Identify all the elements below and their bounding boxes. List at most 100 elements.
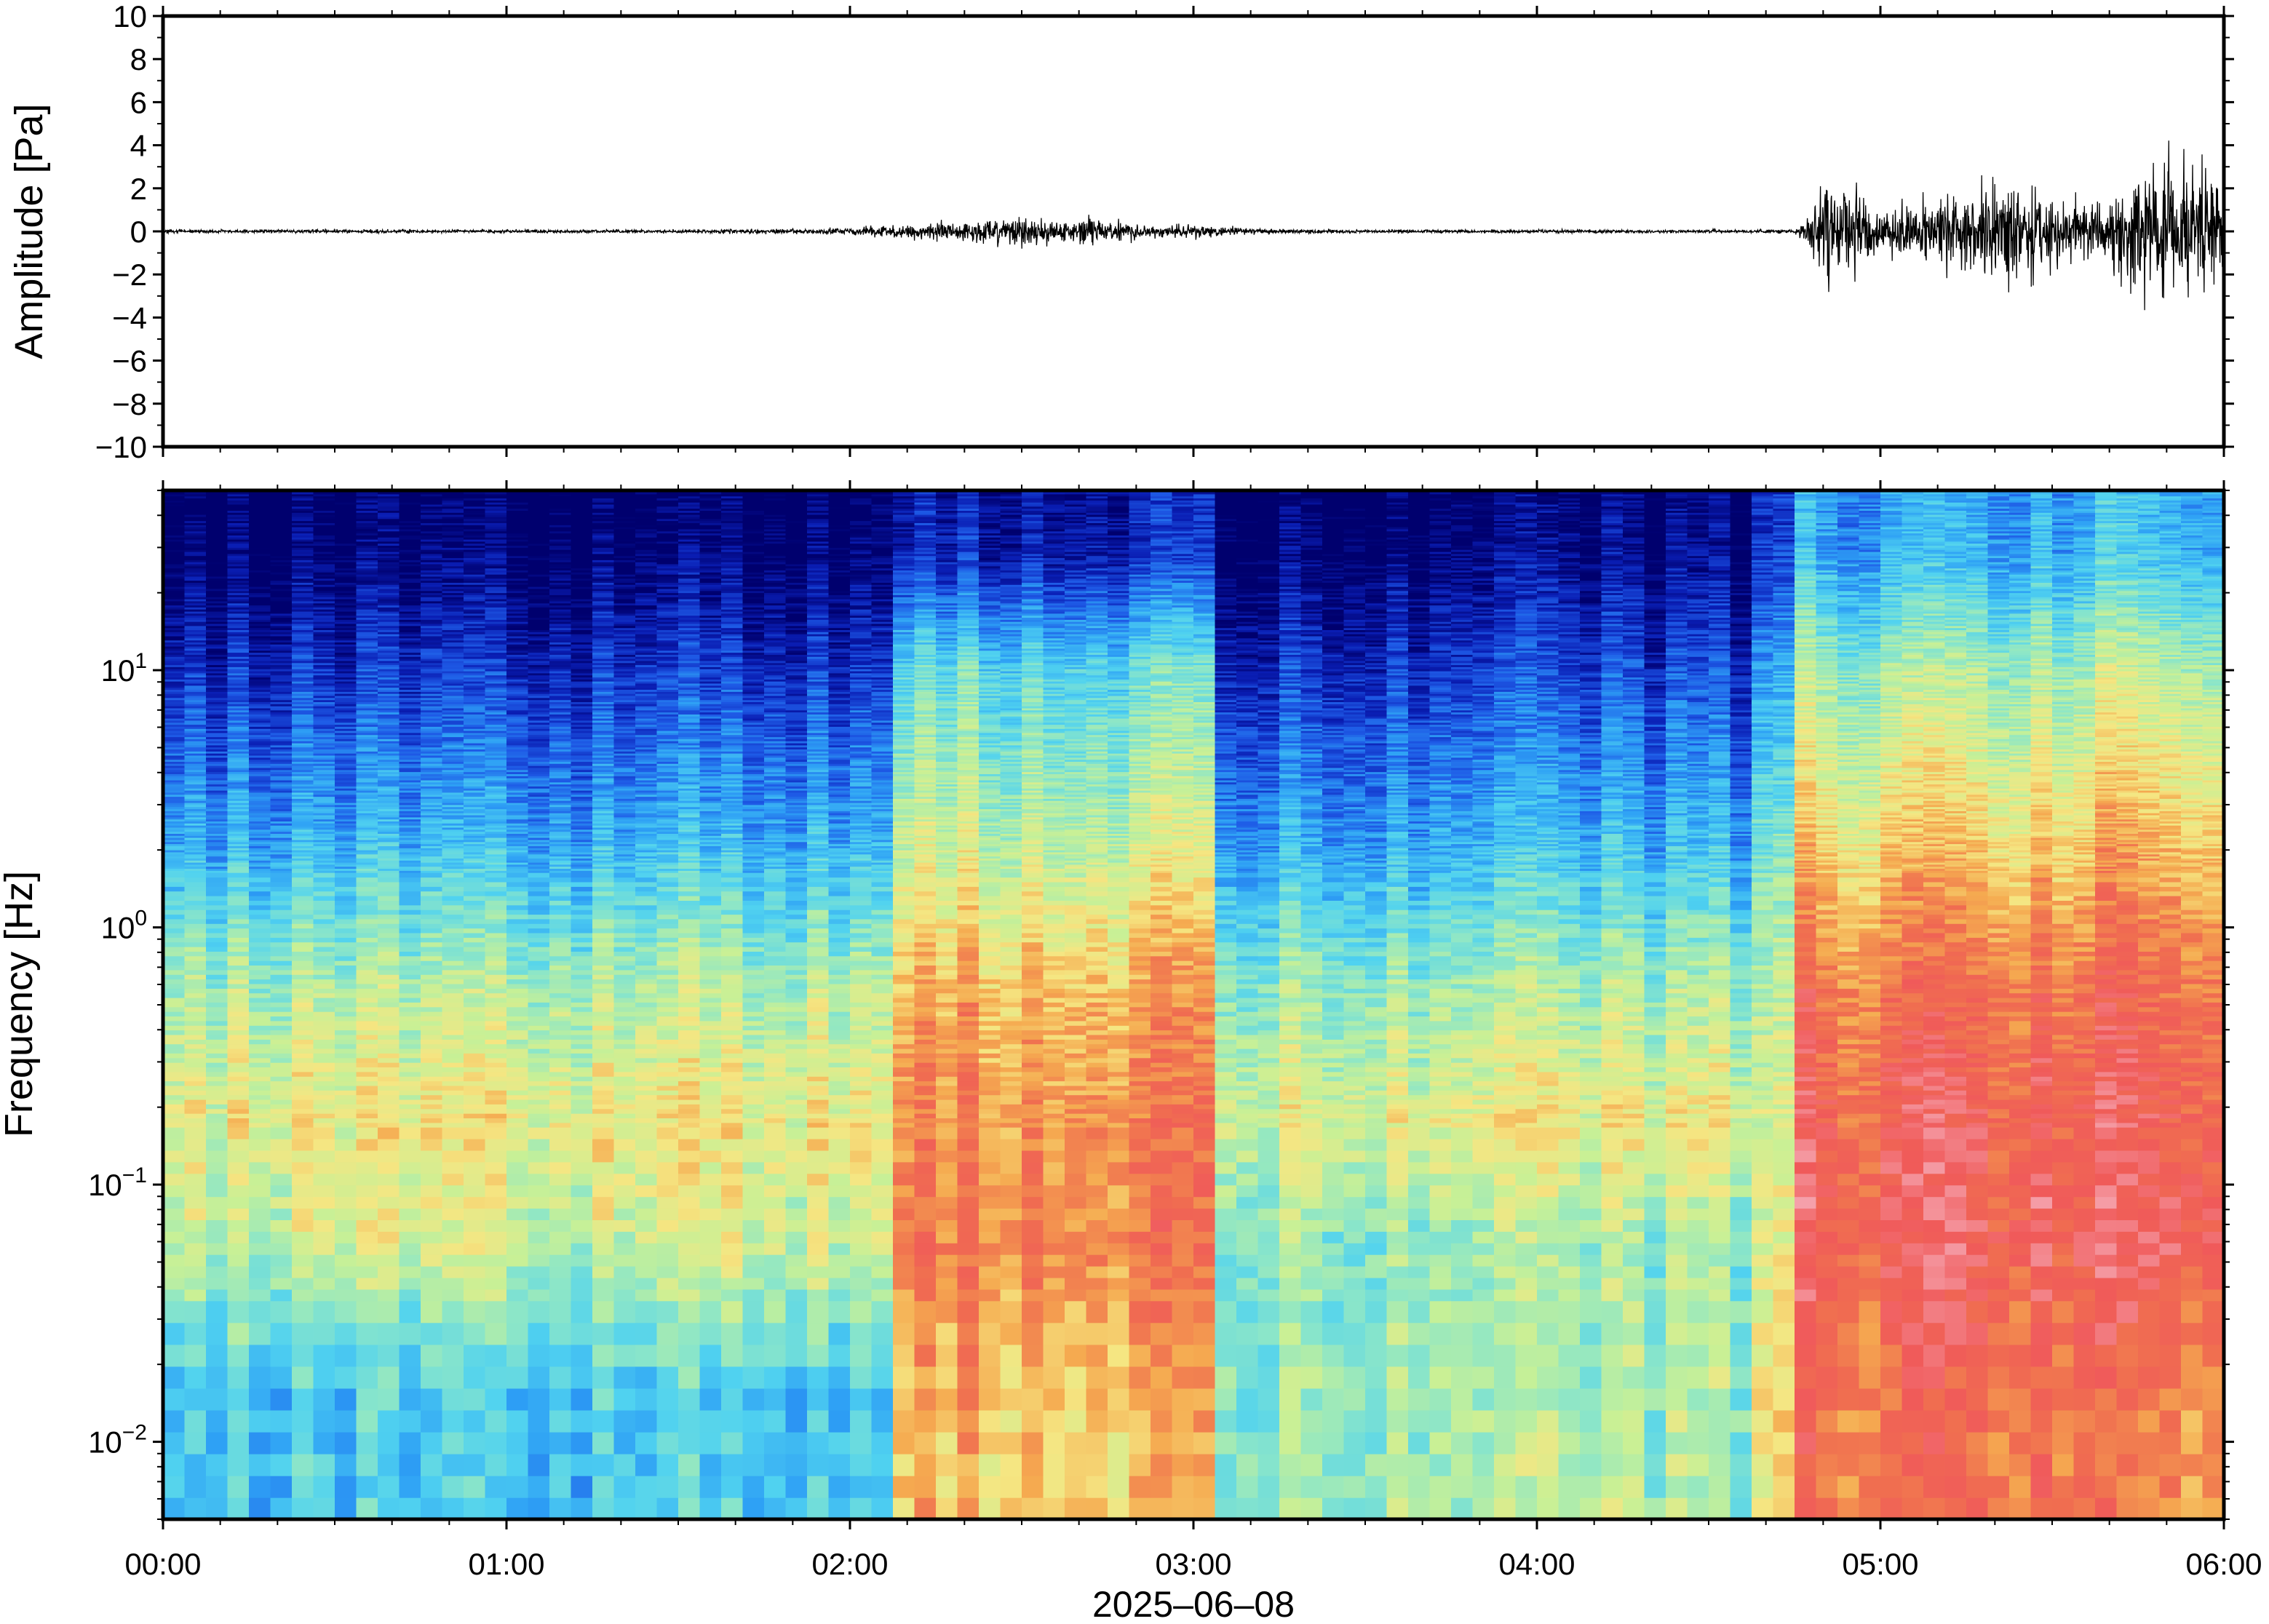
spectrogram-cell: [292, 1475, 314, 1498]
spectrogram-cell: [335, 707, 357, 711]
spectrogram-cell: [356, 798, 378, 801]
spectrogram-cell: [292, 965, 314, 971]
spectrogram-cell: [292, 1196, 314, 1209]
spectrogram-cell: [206, 823, 229, 826]
spectrogram-cell: [378, 755, 400, 758]
spectrogram-cell: [163, 1243, 186, 1255]
spectrogram-cell: [335, 763, 357, 766]
spectrogram-cell: [421, 794, 443, 797]
spectrogram-cell: [270, 881, 293, 887]
spectrogram-cell: [335, 537, 357, 540]
spectrogram-cell: [249, 864, 271, 867]
spectrogram-cell: [184, 1322, 207, 1345]
spectrogram-cell: [206, 819, 229, 821]
spectrogram-cell: [313, 1431, 335, 1454]
spectrogram-cell: [399, 1254, 421, 1267]
spectrogram-cell: [249, 937, 271, 943]
spectrogram-cell: [378, 841, 400, 845]
spectrogram-cell: [206, 747, 229, 749]
spectrogram-cell: [528, 886, 550, 892]
spectrogram-cell: [163, 891, 186, 896]
spectrogram-cell: [356, 613, 378, 616]
spectrogram-cell: [356, 501, 378, 505]
spectrogram-cell: [163, 749, 186, 752]
spectrogram-cell: [292, 1122, 314, 1128]
spectrogram-cell: [421, 662, 443, 666]
spectrogram-cell: [227, 1071, 250, 1077]
spectrogram-cell: [184, 632, 207, 634]
spectrogram-cell: [227, 541, 250, 544]
spectrogram-cell: [249, 674, 271, 678]
spectrogram-cell: [421, 586, 443, 589]
spectrogram-cell: [421, 699, 443, 702]
spectrogram-cell: [270, 693, 293, 696]
spectrogram-cell: [313, 974, 335, 980]
spectrogram-cell: [163, 652, 186, 655]
spectrogram-cell: [378, 693, 400, 696]
spectrogram-cell: [442, 1016, 464, 1022]
spectrogram-cell: [356, 607, 378, 610]
spectrogram-cell: [163, 632, 186, 634]
spectrogram-cell: [313, 870, 335, 873]
spectrogram-cell: [163, 682, 186, 686]
spectrogram-cell: [163, 923, 186, 929]
spectrogram-cell: [421, 578, 443, 581]
spectrogram-cell: [163, 881, 186, 887]
spectrogram-cell: [313, 1099, 335, 1104]
spectrogram-cell: [356, 1090, 378, 1096]
spectrogram-cell: [206, 648, 229, 651]
spectrogram-cell: [313, 864, 335, 867]
spectrogram-cell: [227, 872, 250, 878]
spectrogram-cell: [184, 722, 207, 725]
spectrogram-cell: [335, 789, 357, 793]
spectrogram-cell: [184, 736, 207, 739]
spectrogram-cell: [292, 1080, 314, 1086]
spectrogram-cell: [399, 1497, 421, 1519]
spectrogram-cell: [549, 1173, 572, 1186]
spectrogram-cell: [421, 781, 443, 785]
spectrogram-cell: [227, 1090, 250, 1096]
spectrogram-cell: [421, 717, 443, 721]
spectrogram-cell: [227, 781, 250, 785]
spectrogram-cell: [206, 755, 229, 758]
spectrogram-cell: [206, 741, 229, 744]
spectrogram-cell: [206, 942, 229, 947]
spectrogram-cell: [335, 824, 357, 828]
spectrogram-cell: [399, 969, 421, 975]
spectrogram-cell: [421, 522, 443, 525]
spectrogram-cell: [163, 607, 186, 610]
spectrogram-cell: [184, 1048, 207, 1054]
spectrogram-cell: [184, 1289, 207, 1302]
spectrogram-cell: [249, 816, 271, 820]
spectrogram-cell: [378, 804, 400, 808]
spectrogram-cell: [206, 664, 229, 667]
spectrogram-cell: [485, 1388, 507, 1411]
spectrogram-cell: [184, 660, 207, 664]
spectrogram-cell: [421, 816, 443, 820]
spectrogram-cell: [163, 904, 186, 910]
spectrogram-cell: [464, 928, 486, 934]
spectrogram-cell: [184, 553, 207, 557]
spectrogram-cell: [184, 914, 207, 920]
spectrogram-cell: [399, 693, 421, 696]
spectrogram-cell: [270, 1030, 293, 1035]
spectrogram-cell: [313, 1090, 335, 1096]
spectrogram-cell: [163, 837, 186, 840]
spectrogram-cell: [163, 951, 186, 957]
spectrogram-cell: [528, 877, 550, 883]
spectrogram-cell: [399, 495, 421, 498]
spectrogram-cell: [184, 1497, 207, 1519]
spectrogram-cell: [292, 784, 314, 787]
spectrogram-cell: [313, 526, 335, 530]
spectrogram-cell: [206, 495, 229, 498]
spectrogram-cell: [378, 613, 400, 616]
spectrogram-cell: [421, 789, 443, 793]
spectrogram-cell: [249, 670, 271, 674]
spectrogram-cell: [292, 839, 314, 843]
spectrogram-cell: [506, 1094, 529, 1100]
spectrogram-cell: [270, 1034, 293, 1040]
spectrogram-cell: [399, 992, 421, 998]
spectrogram-cell: [421, 1090, 443, 1096]
spectrogram-cell: [399, 739, 421, 741]
spectrogram-cell: [485, 900, 507, 906]
